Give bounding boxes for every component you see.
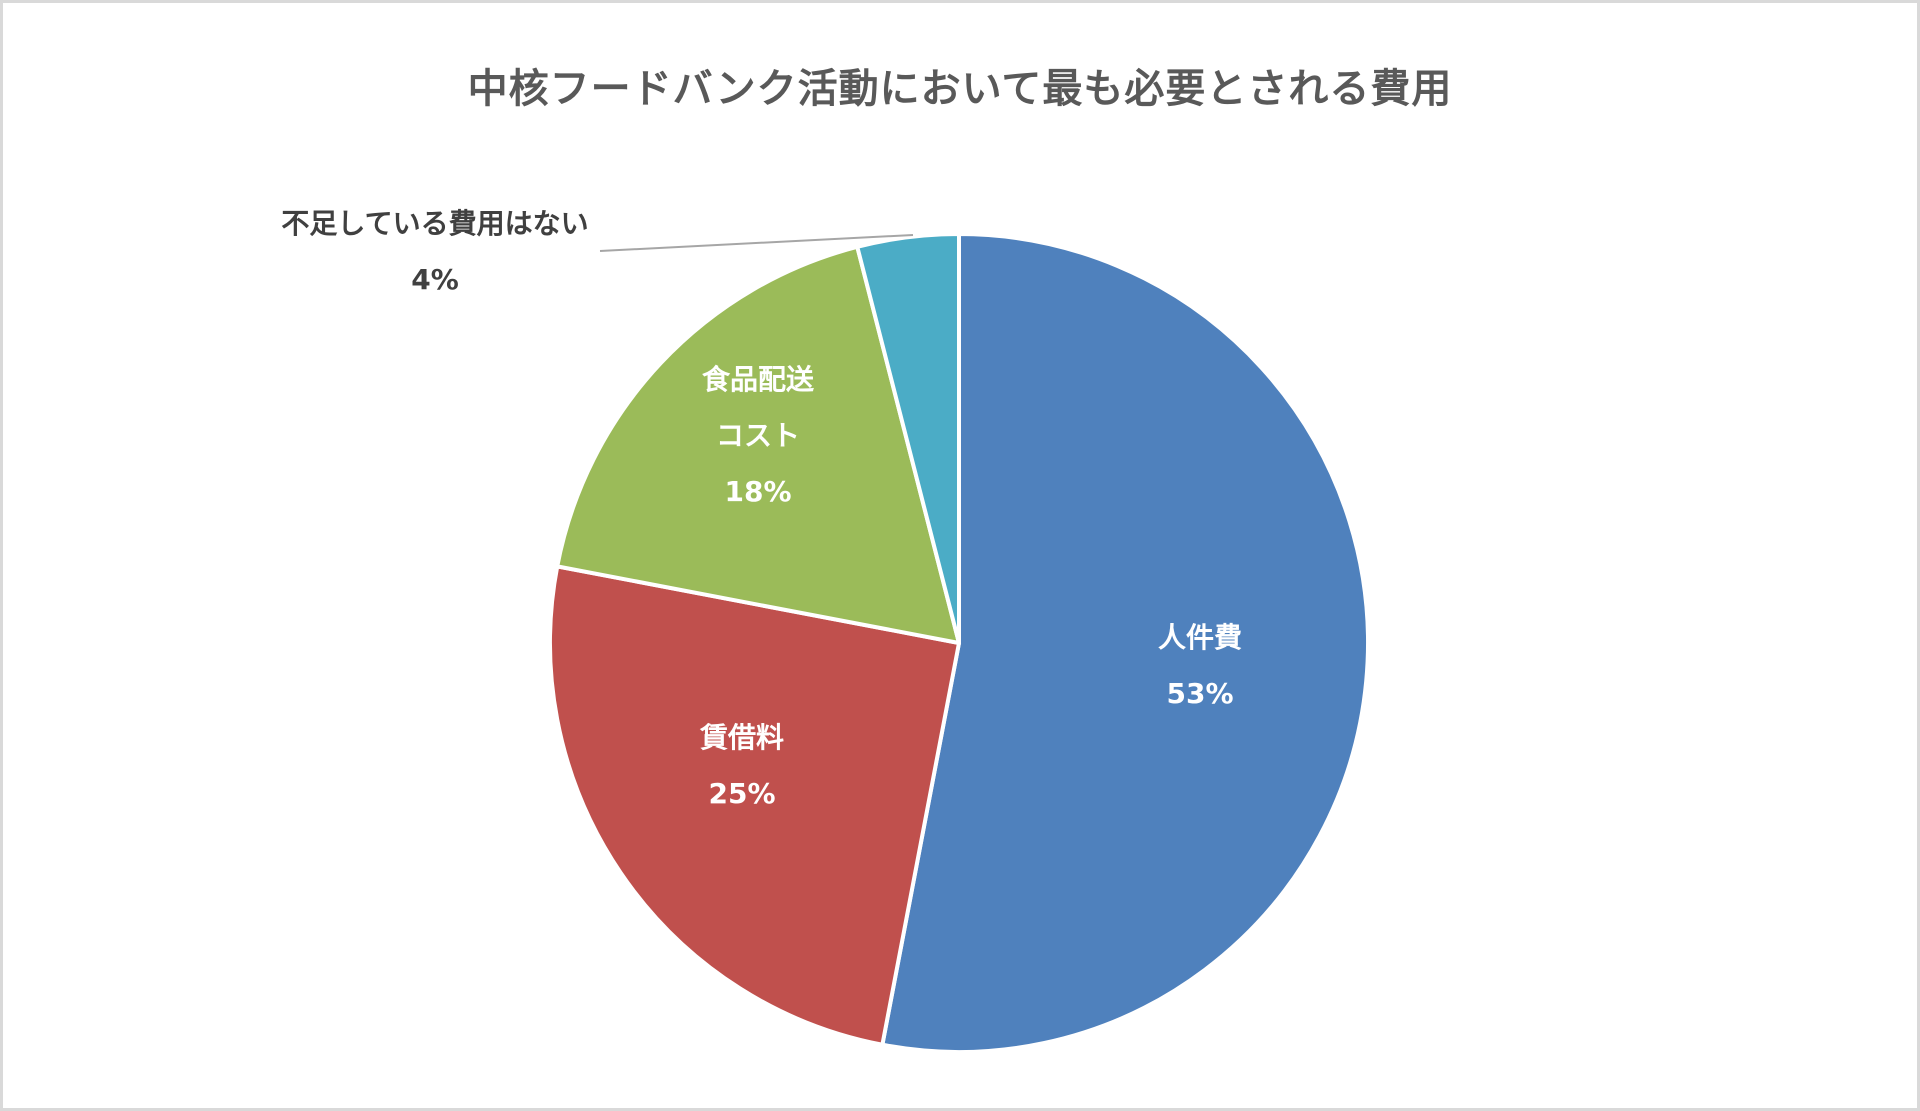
label-nashi-pct: 4% <box>411 263 459 296</box>
label-nashi-name: 不足している費用はない <box>281 207 589 240</box>
label-haiso-name-line2: コスト <box>715 419 800 452</box>
pie-slice-0 <box>880 232 1370 1054</box>
label-nashi: 不足している費用はない 4% <box>240 196 630 308</box>
leader-line <box>599 234 914 252</box>
label-haiso: 食品配送 コスト 18% <box>658 352 858 520</box>
label-chinshakuryo-pct: 25% <box>708 777 776 810</box>
pie-slice-3 <box>855 232 961 645</box>
label-jinkenhi-pct: 53% <box>1166 677 1234 710</box>
label-jinkenhi-name: 人件費 <box>1157 621 1242 654</box>
chart-title: 中核フードバンク活動において最も必要とされる費用 <box>467 66 1453 112</box>
pie-slices <box>548 232 1370 1054</box>
pie-slice-1 <box>548 564 961 1047</box>
label-chinshakuryo-name: 賃借料 <box>699 721 784 754</box>
label-haiso-name-line1: 食品配送 <box>701 363 814 396</box>
label-haiso-pct: 18% <box>724 475 792 508</box>
pie-slice-2 <box>555 244 961 645</box>
label-jinkenhi: 人件費 53% <box>1100 610 1300 722</box>
label-chinshakuryo: 賃借料 25% <box>642 710 842 822</box>
